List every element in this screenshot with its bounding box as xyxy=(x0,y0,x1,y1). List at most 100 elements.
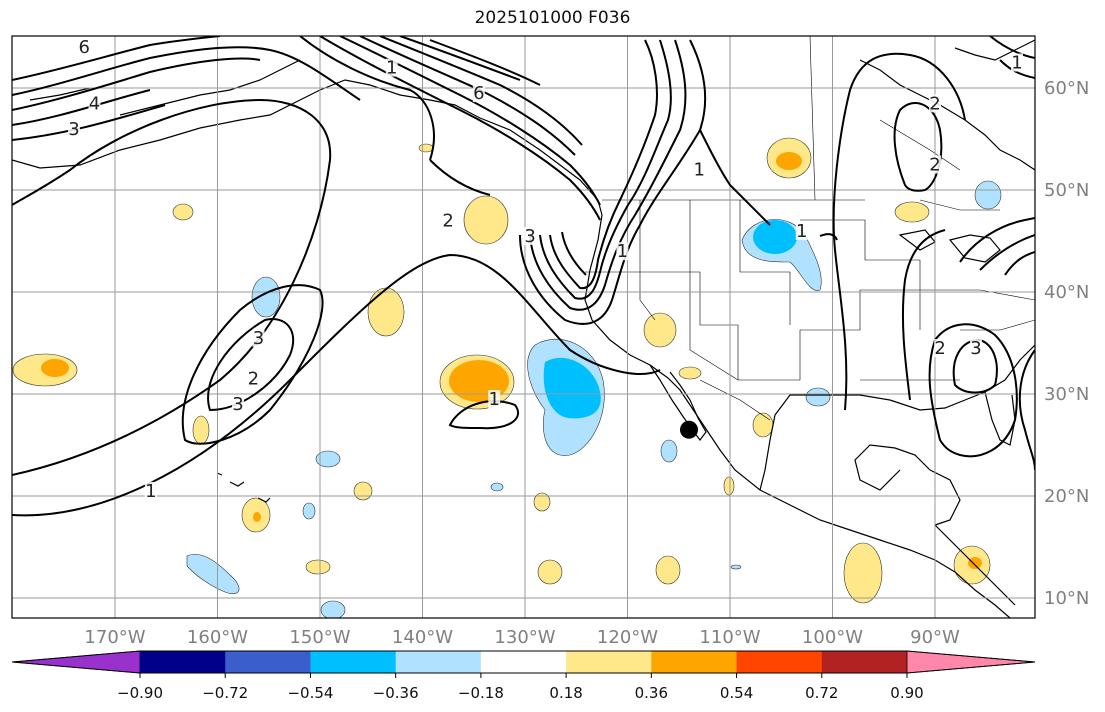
anomaly-blob xyxy=(302,502,316,520)
colorbar-segment xyxy=(395,651,482,673)
anomaly-blob xyxy=(186,554,240,595)
anomaly-blob-core xyxy=(776,152,802,170)
anomaly-blob xyxy=(537,559,563,585)
colorbar-tick-label: 0.72 xyxy=(805,684,838,702)
contour-label-background xyxy=(247,369,260,388)
anomaly-blob xyxy=(730,564,742,570)
colorbar-extend-high xyxy=(906,650,1036,674)
longitude-tick-label: 110°W xyxy=(699,627,760,648)
contour-label-background xyxy=(934,339,947,358)
contour-label: 1 xyxy=(796,221,807,242)
anomaly-blob-core xyxy=(41,359,69,377)
contour-label-background xyxy=(929,155,941,174)
contour-label-background xyxy=(232,395,244,414)
contour-label: 3 xyxy=(970,338,981,359)
contour-label-background xyxy=(929,94,941,113)
colorbar: −0.90 −0.72 −0.54 −0.36 −0.18 0.18 0.36 0.54 0.7… xyxy=(11,650,1036,702)
contour-label: 2 xyxy=(929,93,940,114)
colorbar-tick-label: −0.18 xyxy=(458,684,504,702)
anomaly-blob xyxy=(894,201,930,223)
contour-label: 2 xyxy=(929,155,940,176)
map-background xyxy=(12,36,1035,618)
contour-label-background xyxy=(524,226,537,245)
anomaly-blob xyxy=(172,203,194,221)
anomaly-blob-core xyxy=(253,512,261,522)
contour-label: 3 xyxy=(232,394,243,415)
colorbar-tick-label: 0.36 xyxy=(635,684,668,702)
contour-label-background xyxy=(88,94,101,113)
contour-label-background xyxy=(616,242,629,261)
longitude-tick-label: 90°W xyxy=(910,627,960,648)
gridlines xyxy=(12,36,1035,618)
coastlines xyxy=(12,39,1035,618)
latitude-tick-labels: 10°N 20°N 30°N 40°N 50°N 60°N xyxy=(1044,78,1089,609)
contour-label: 2 xyxy=(442,211,453,232)
anomaly-blob xyxy=(192,415,210,445)
anomaly-blob xyxy=(305,559,331,575)
contour-label: 1 xyxy=(694,160,705,181)
anomaly-blob-core xyxy=(753,220,797,254)
contour-lines xyxy=(12,36,1035,517)
contour-label: 3 xyxy=(524,226,535,247)
contour-label-background xyxy=(693,160,706,179)
anomaly-blob xyxy=(843,542,883,604)
latitude-tick-label: 20°N xyxy=(1044,486,1089,507)
contour-label: 4 xyxy=(89,93,100,114)
contour-label-background xyxy=(68,119,80,138)
longitude-tick-labels: 170°W 160°W 150°W 140°W 130°W 120°W 110°W 100°W… xyxy=(84,627,960,648)
contour-label-background xyxy=(252,328,265,347)
contour-label-background xyxy=(385,58,398,77)
colorbar-segment xyxy=(225,651,311,673)
latitude-tick-label: 40°N xyxy=(1044,282,1089,303)
latitude-tick-label: 30°N xyxy=(1044,384,1089,405)
colorbar-tick-label: −0.36 xyxy=(373,684,419,702)
contour-label: 6 xyxy=(79,37,90,58)
anomaly-blob xyxy=(533,492,551,512)
latitude-tick-label: 50°N xyxy=(1044,180,1089,201)
colorbar-tick-label: −0.90 xyxy=(117,684,163,702)
black-dot-marker xyxy=(680,420,698,439)
map-title: 2025101000 F036 xyxy=(474,8,631,28)
latitude-tick-label: 60°N xyxy=(1044,78,1089,99)
political-borders xyxy=(585,36,1035,421)
colorbar-segment xyxy=(651,651,738,673)
contour-label: 1 xyxy=(489,389,500,410)
contour-label-background xyxy=(472,84,485,103)
contour-label-background xyxy=(78,38,91,57)
longitude-tick-label: 140°W xyxy=(392,627,453,648)
anomaly-blob-core xyxy=(543,357,601,419)
anomaly-blob xyxy=(974,180,1002,210)
anomaly-blob-core xyxy=(968,557,982,569)
longitude-tick-label: 100°W xyxy=(802,627,863,648)
colorbar-segment xyxy=(310,651,397,673)
anomaly-blob xyxy=(723,476,735,496)
colorbar-tick-label: 0.18 xyxy=(549,684,582,702)
anomaly-blob xyxy=(752,412,774,438)
latitude-tick-label: 10°N xyxy=(1044,588,1089,609)
anomaly-blob xyxy=(660,439,678,463)
colorbar-tick-label: −0.54 xyxy=(287,684,333,702)
colorbar-segment xyxy=(566,651,652,673)
anomaly-blob xyxy=(367,287,405,337)
anomaly-blob xyxy=(643,312,677,348)
contour-label: 1 xyxy=(145,481,156,502)
contour-label: 2 xyxy=(934,338,945,359)
colorbar-segment xyxy=(736,651,823,673)
longitude-tick-label: 120°W xyxy=(597,627,658,648)
anomaly-blob xyxy=(251,276,281,318)
contour-label-background xyxy=(970,339,982,358)
contour-label: 1 xyxy=(617,241,628,262)
colorbar-segment xyxy=(821,651,908,673)
anomaly-blob xyxy=(678,366,702,380)
contour-label-background xyxy=(1011,53,1023,72)
contour-label: 1 xyxy=(386,58,397,79)
anomaly-blob xyxy=(315,450,341,468)
contour-label-background xyxy=(488,390,501,409)
contour-label: 3 xyxy=(253,328,264,349)
contour-label: 3 xyxy=(68,119,79,140)
colorbar-extend-low xyxy=(11,650,141,674)
contour-label: 6 xyxy=(473,83,484,104)
contour-label-background xyxy=(144,481,157,500)
